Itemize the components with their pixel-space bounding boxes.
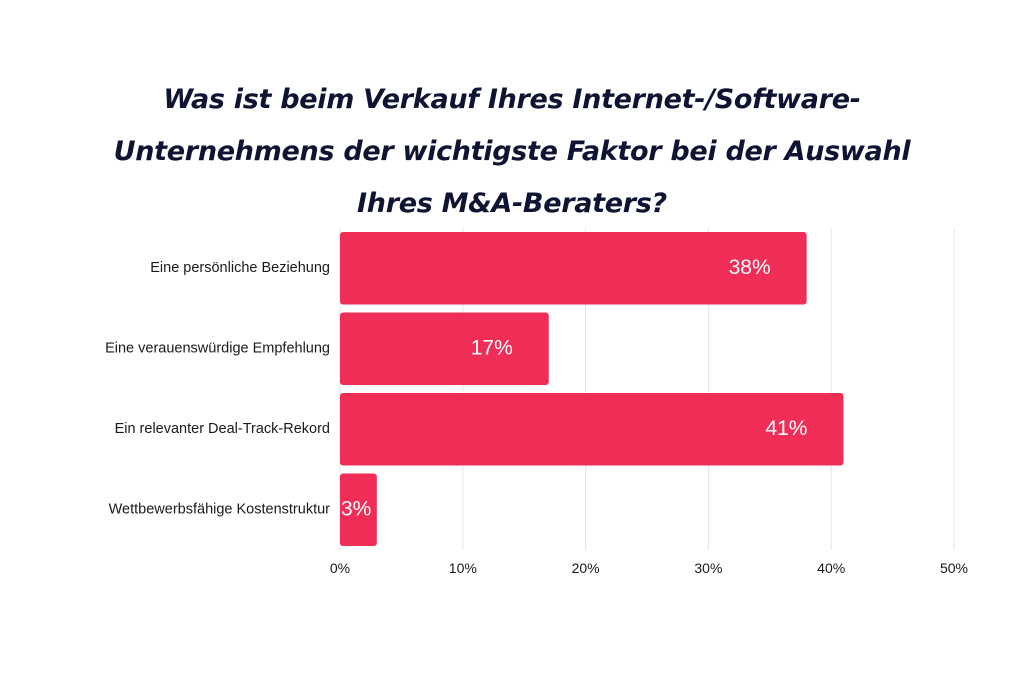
x-tick-label: 50% <box>940 560 968 576</box>
chart-title-line-3: Ihres M&A-Beraters? <box>357 188 667 219</box>
x-tick-label: 10% <box>449 560 477 576</box>
bars <box>340 232 844 546</box>
data-label: 3% <box>341 497 371 520</box>
category-labels: Eine persönliche Beziehung Eine verauensw… <box>105 260 330 518</box>
bar <box>340 393 844 466</box>
bar <box>340 312 549 385</box>
chart-title-line-1: Was ist beim Verkauf Ihres Internet-/Sof… <box>163 84 861 115</box>
data-label: 41% <box>765 417 807 440</box>
category-label: Ein relevanter Deal-Track-Rekord <box>115 421 330 437</box>
chart-title: Was ist beim Verkauf Ihres Internet-/Sof… <box>62 74 962 230</box>
category-label: Eine persönliche Beziehung <box>150 260 330 276</box>
x-tick-label: 0% <box>330 560 350 576</box>
bar <box>340 232 807 305</box>
x-tick-label: 30% <box>694 560 722 576</box>
category-label: Eine verauenswürdige Empfehlung <box>105 341 330 357</box>
data-label: 17% <box>471 336 513 359</box>
x-axis-tick-labels: 0% 10% 20% 30% 40% 50% <box>330 560 968 576</box>
bar <box>340 473 377 546</box>
data-labels: 38% 17% 41% 3% <box>341 256 807 521</box>
chart-title-line-2: Unternehmens der wichtigste Faktor bei d… <box>113 136 911 167</box>
data-label: 38% <box>729 256 771 279</box>
x-tick-label: 40% <box>817 560 845 576</box>
category-label: Wettbewerbsfähige Kostenstruktur <box>109 502 331 518</box>
x-tick-label: 20% <box>572 560 600 576</box>
